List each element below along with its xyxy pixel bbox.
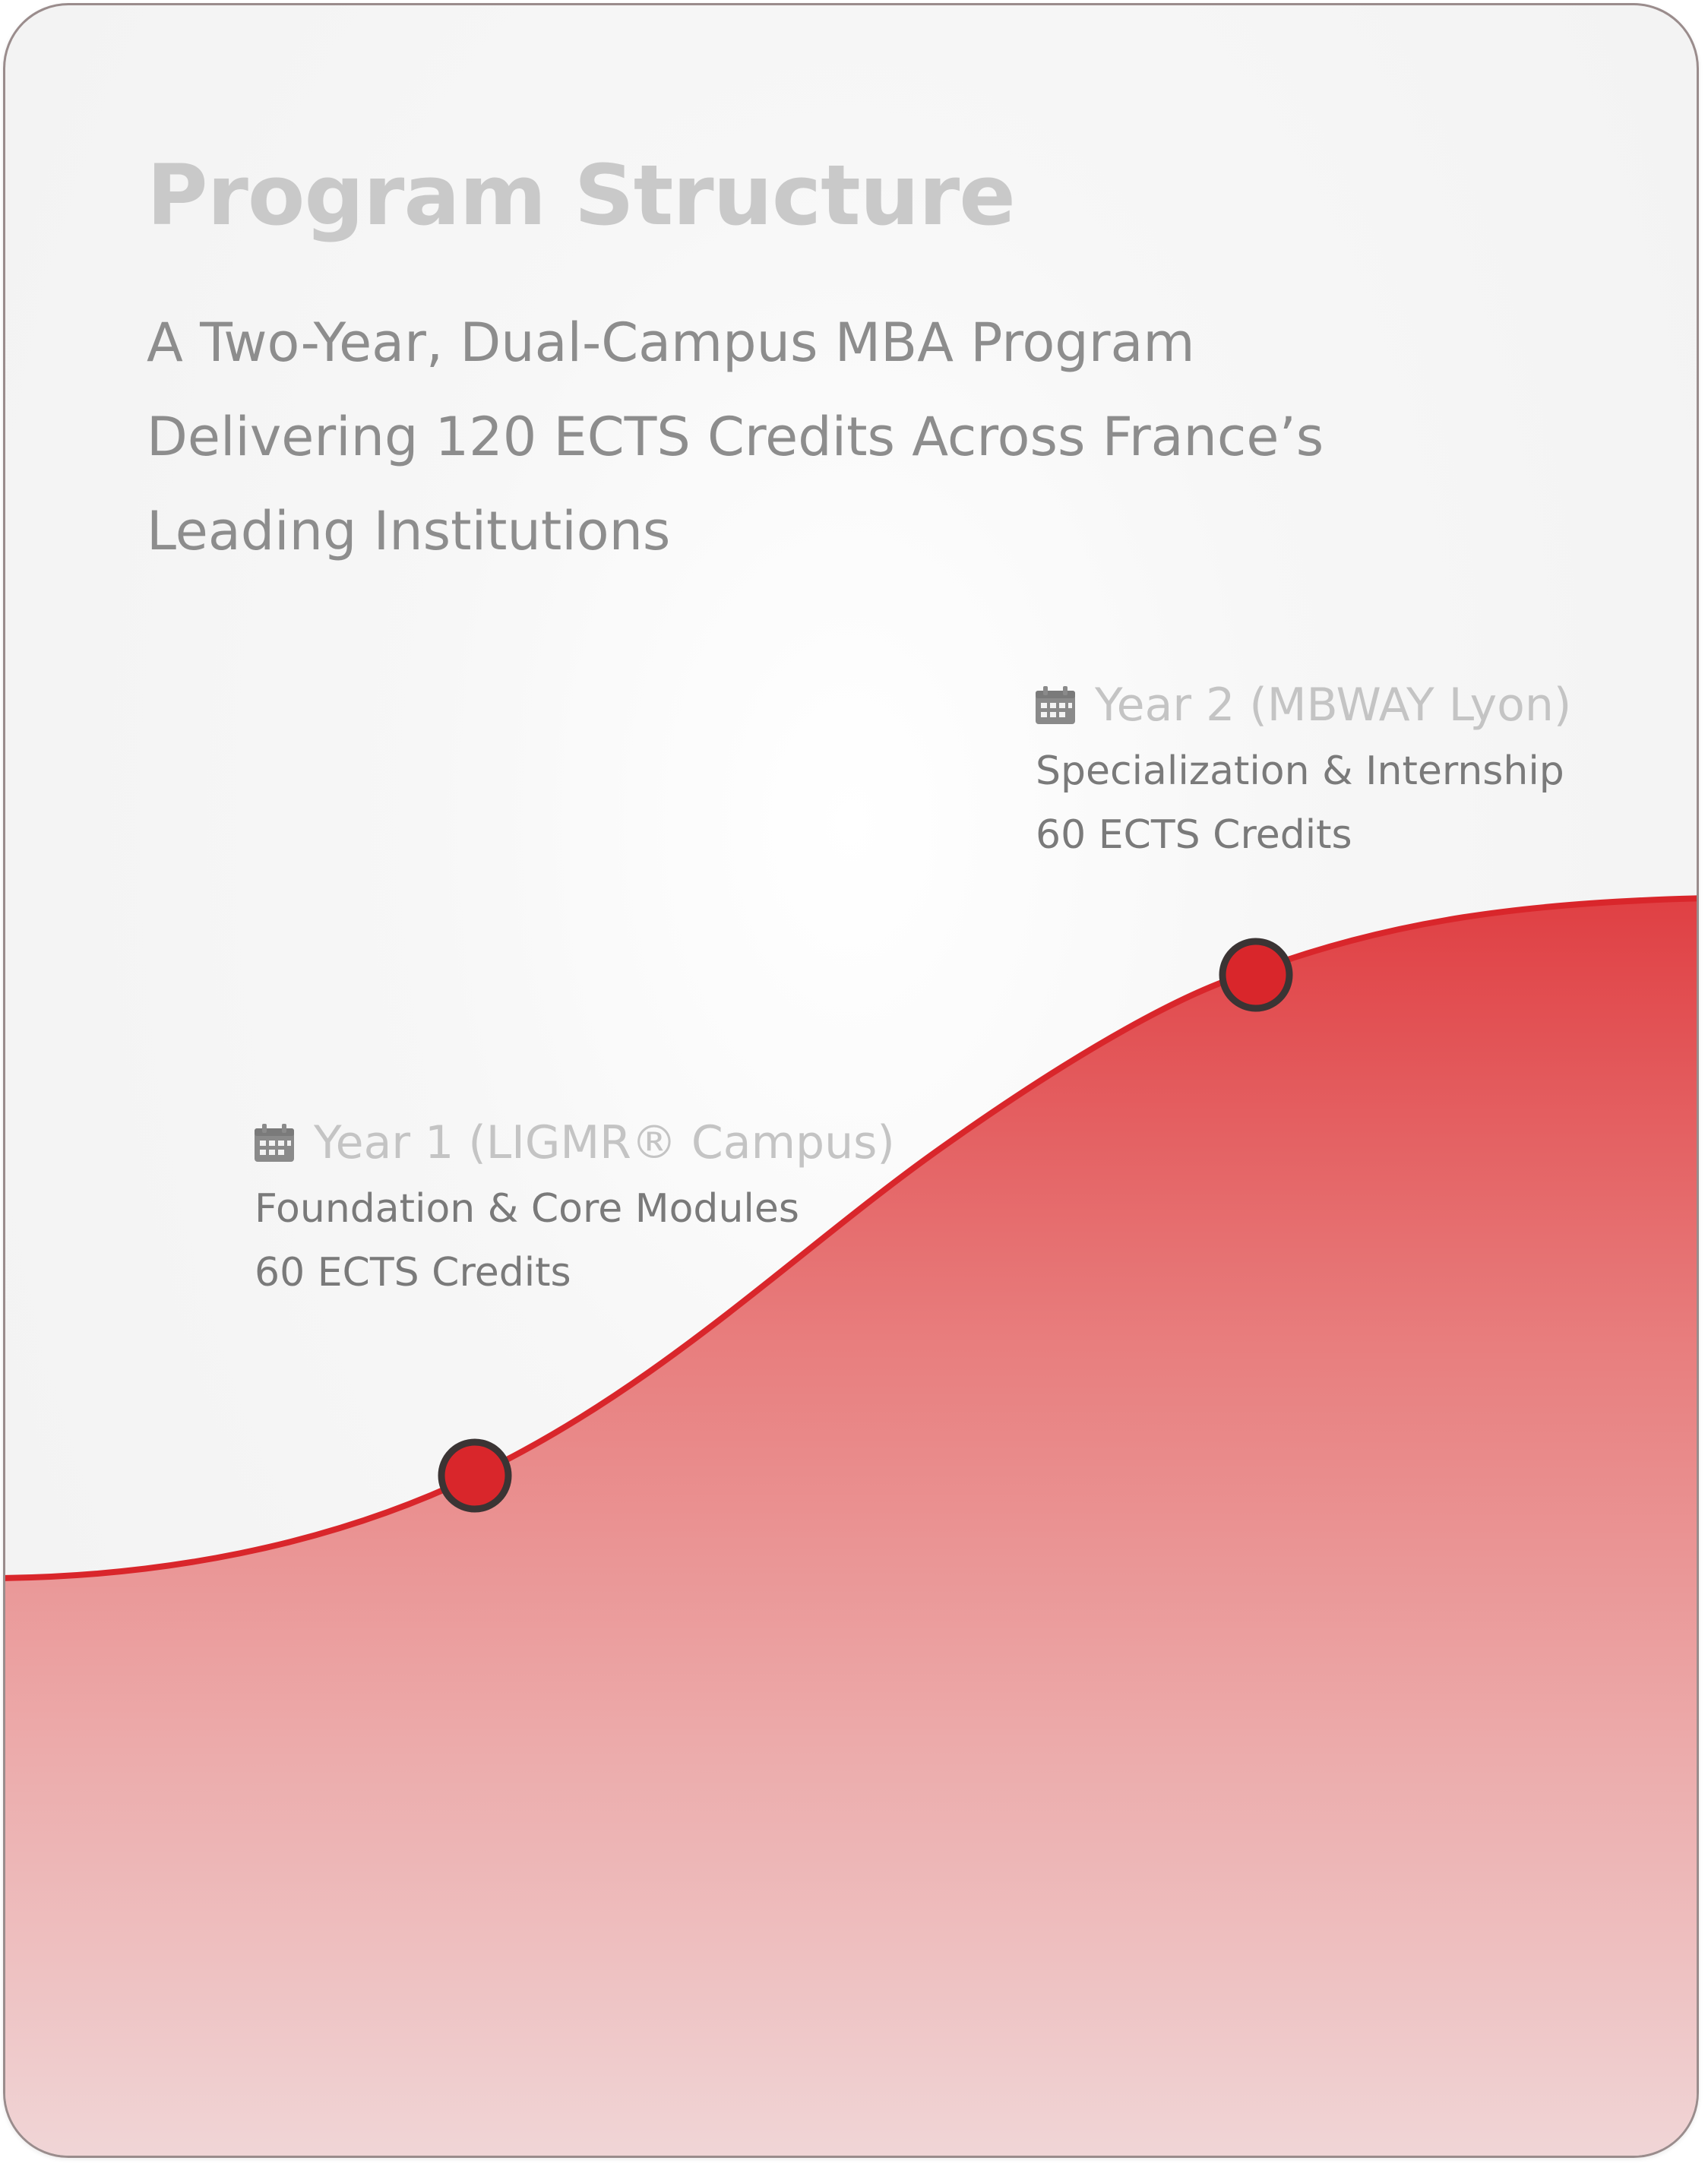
marker-year-1 [438,1438,512,1513]
milestone-year-1: Year 1 (LIGMR® Campus) Foundation & Core… [255,1109,895,1305]
milestone-description: Specialization & Internship [1036,748,1564,794]
page-subtitle: A Two-Year, Dual-Campus MBA Program Deli… [147,296,1590,578]
milestone-title: Year 1 (LIGMR® Campus) [314,1116,895,1169]
milestone-description: Foundation & Core Modules [255,1186,799,1232]
milestone-title: Year 2 (MBWAY Lyon) [1095,679,1572,732]
milestone-credits: 60 ECTS Credits [255,1250,571,1296]
calendar-icon [1036,686,1075,724]
marker-year-2 [1219,938,1293,1012]
curve-area [5,898,1697,2156]
progress-curve-chart [5,895,1697,2156]
milestone-year-2: Year 2 (MBWAY Lyon) Specialization & Int… [1036,671,1571,867]
calendar-icon [255,1124,294,1162]
subtitle-line: Leading Institutions [147,500,671,562]
subtitle-line: Delivering 120 ECTS Credits Across Franc… [147,406,1324,468]
program-structure-card: Program Structure A Two-Year, Dual-Campu… [3,3,1699,2158]
page-title: Program Structure [147,147,1016,244]
curve-line [5,895,1697,1581]
milestone-credits: 60 ECTS Credits [1036,812,1352,858]
subtitle-line: A Two-Year, Dual-Campus MBA Program [147,312,1195,374]
